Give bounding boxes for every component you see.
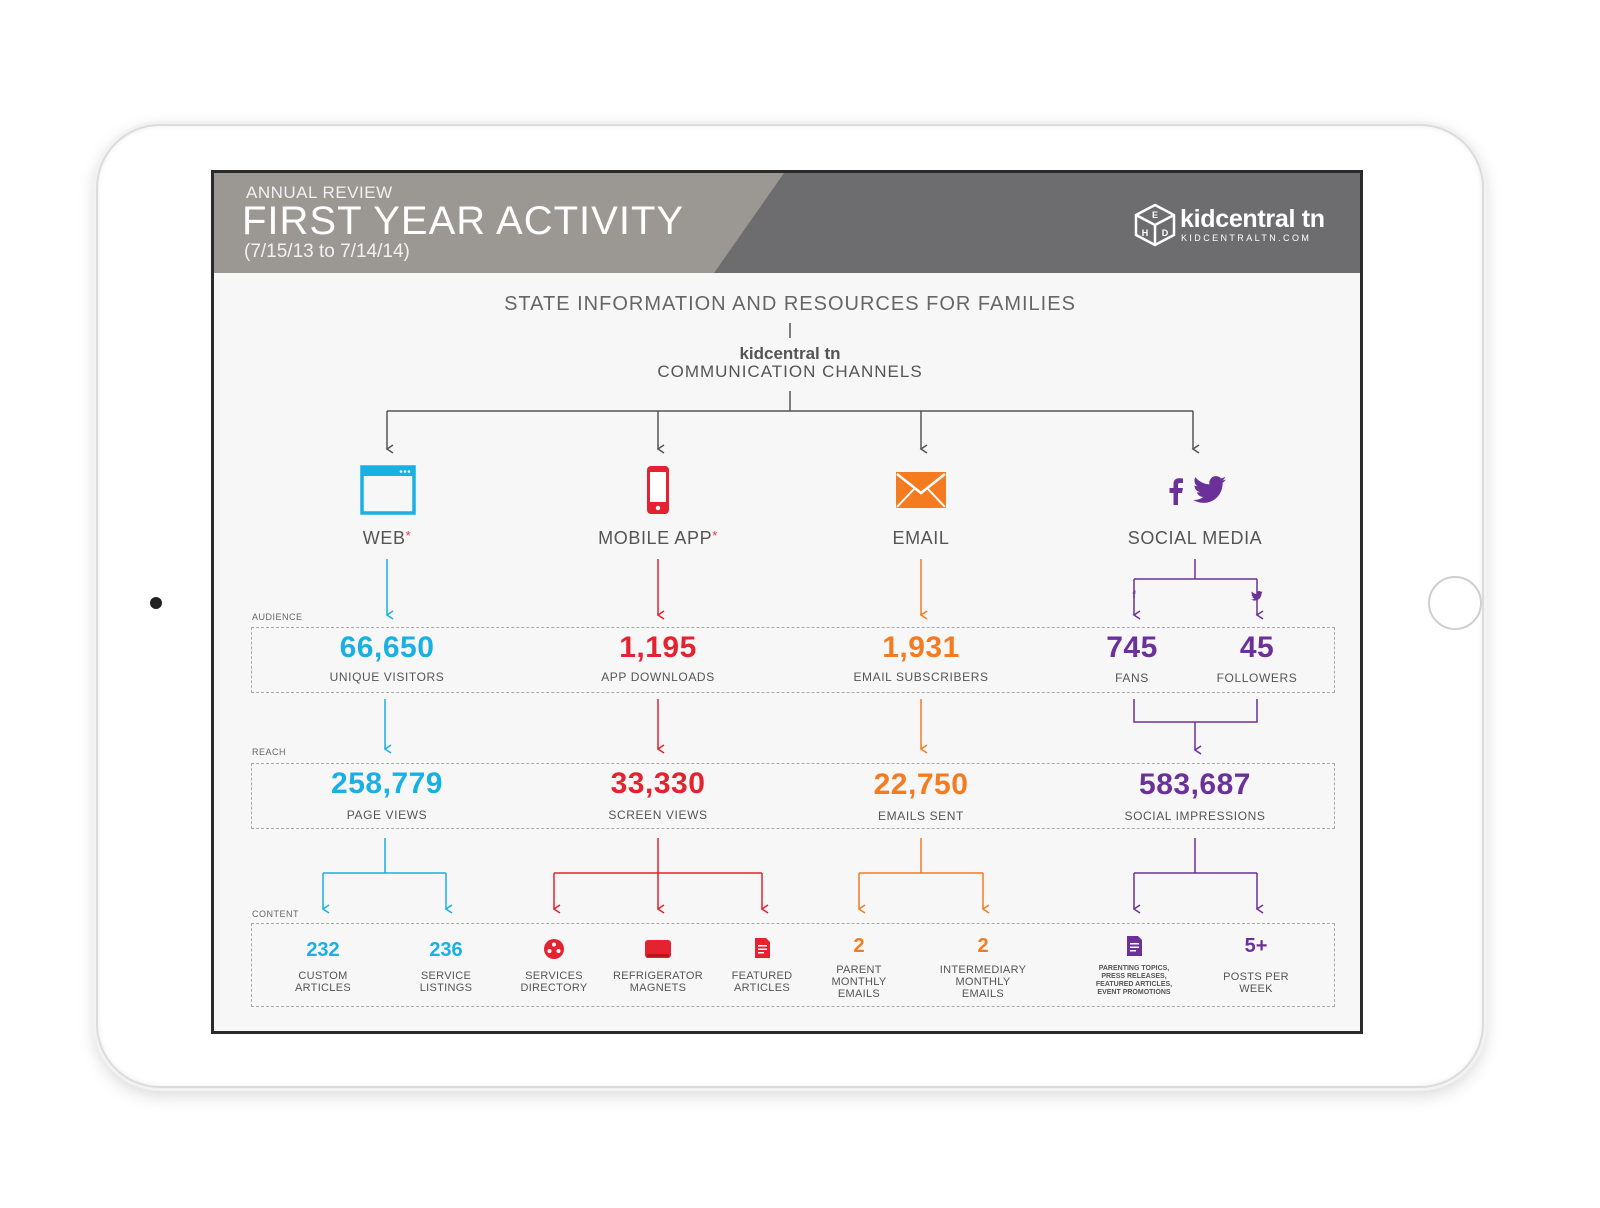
email-content-intermediary-label: INTERMEDIARY MONTHLY EMAILS xyxy=(940,964,1027,1000)
web-content-listings-value: 236 xyxy=(429,939,463,961)
email-audience-label: EMAIL SUBSCRIBERS xyxy=(853,670,989,684)
services-directory-icon xyxy=(544,939,564,959)
channel-label-web: WEB* xyxy=(363,528,411,549)
browser-window-icon xyxy=(360,465,416,515)
label-line: INTERMEDIARY xyxy=(939,964,1027,976)
label-line: ARTICLES xyxy=(295,982,351,994)
document-icon xyxy=(1127,936,1142,956)
social-followers-value: 45 xyxy=(1239,631,1275,664)
mobile-content-magnets-label: REFRIGERATOR MAGNETS xyxy=(613,970,703,994)
email-reach-value: 22,750 xyxy=(873,768,969,801)
svg-text:D: D xyxy=(1162,228,1169,238)
logo-name: kidcentral tn xyxy=(1180,205,1325,233)
social-content-posts-value: 5+ xyxy=(1244,935,1268,957)
web-audience-label: UNIQUE VISITORS xyxy=(329,670,445,684)
label-line: ARTICLES xyxy=(734,982,790,994)
web-reach-value: 258,779 xyxy=(331,767,443,800)
email-content-intermediary-value: 2 xyxy=(977,935,989,957)
channel-web-name: WEB xyxy=(362,528,406,548)
label-line: DIRECTORY xyxy=(520,982,588,994)
channel-label-email: EMAIL xyxy=(892,528,950,548)
mobile-content-directory-label: SERVICES DIRECTORY xyxy=(520,970,587,994)
label-line: FEATURED xyxy=(731,970,793,982)
label-line: MAGNETS xyxy=(629,982,687,994)
brand-name: kidcentral tn xyxy=(739,344,841,363)
channel-mobile-name: MOBILE APP xyxy=(598,528,713,548)
header-accent-panel xyxy=(214,173,784,273)
home-button[interactable] xyxy=(1428,576,1482,630)
web-audience-value: 66,650 xyxy=(339,631,435,664)
smartphone-icon xyxy=(647,466,669,514)
audience-box xyxy=(251,627,1335,693)
reach-box xyxy=(251,763,1335,829)
label-line: EVENT PROMOTIONS xyxy=(1097,989,1171,996)
social-fans-label: FANS xyxy=(1115,671,1149,685)
date-range: (7/15/13 to 7/14/14) xyxy=(244,241,410,262)
label-line: REFRIGERATOR xyxy=(613,970,703,982)
label-line: MONTHLY xyxy=(955,976,1011,988)
label-line: PARENT xyxy=(836,964,882,976)
magnet-icon xyxy=(645,940,671,958)
connector-lines xyxy=(321,323,1264,914)
section-label-audience: AUDIENCE xyxy=(252,612,303,622)
mobile-audience-value: 1,195 xyxy=(619,631,697,664)
label-line: POSTS PER xyxy=(1223,971,1289,983)
state-info-title: STATE INFORMATION AND RESOURCES FOR FAMI… xyxy=(504,293,1076,315)
twitter-icon xyxy=(1193,476,1227,503)
label-line: WEEK xyxy=(1239,983,1273,995)
header-bar: ANNUAL REVIEW FIRST YEAR ACTIVITY (7/15/… xyxy=(214,173,1360,273)
infographic-screen: ANNUAL REVIEW FIRST YEAR ACTIVITY (7/15/… xyxy=(211,170,1363,1034)
mobile-audience-label: APP DOWNLOADS xyxy=(601,670,715,684)
label-line: CUSTOM xyxy=(298,970,348,982)
channel-label-mobile: MOBILE APP* xyxy=(598,528,718,549)
content-box xyxy=(251,923,1335,1007)
cube-logo-icon: E H D xyxy=(1134,203,1176,247)
envelope-icon xyxy=(896,472,946,508)
label-line: FEATURED ARTICLES, xyxy=(1095,981,1173,988)
header-subtitle: ANNUAL REVIEW xyxy=(246,183,393,202)
section-label-reach: REACH xyxy=(252,747,287,757)
label-line: PARENTING TOPICS, xyxy=(1098,965,1170,972)
label-line: LISTINGS xyxy=(419,982,473,994)
social-content-topics-label: PARENTING TOPICS, PRESS RELEASES, FEATUR… xyxy=(1096,965,1172,997)
label-line: EMAILS xyxy=(837,988,881,1000)
asterisk-mobile: * xyxy=(712,528,718,543)
email-content-parent-value: 2 xyxy=(853,935,865,957)
logo-url: KIDCENTRALTN.COM xyxy=(1181,233,1312,243)
mobile-reach-value: 33,330 xyxy=(610,767,706,800)
email-audience-value: 1,931 xyxy=(882,631,960,664)
label-line: PRESS RELEASES, xyxy=(1101,973,1167,980)
brand-logo: E H D kidcentral tn KIDCENTRALTN.COM xyxy=(1134,203,1334,247)
facebook-mini-icon: f xyxy=(1132,590,1136,601)
label-line: SERVICE xyxy=(420,970,472,982)
svg-text:E: E xyxy=(1152,210,1158,220)
channels-title: COMMUNICATION CHANNELS xyxy=(657,362,923,381)
mobile-reach-label: SCREEN VIEWS xyxy=(608,808,708,822)
label-line: EMAILS xyxy=(961,988,1005,1000)
email-reach-label: EMAILS SENT xyxy=(878,809,964,823)
social-reach-label: SOCIAL IMPRESSIONS xyxy=(1124,809,1266,823)
facebook-icon xyxy=(1169,478,1183,505)
web-content-articles-label: CUSTOM ARTICLES xyxy=(295,970,351,994)
social-reach-value: 583,687 xyxy=(1139,768,1251,801)
label-line: SERVICES xyxy=(525,970,583,982)
web-content-articles-value: 232 xyxy=(306,939,340,961)
web-content-listings-label: SERVICE LISTINGS xyxy=(420,970,473,994)
camera-dot xyxy=(150,597,162,609)
asterisk-web: * xyxy=(405,528,412,543)
social-content-posts-label: POSTS PER WEEK xyxy=(1223,971,1289,995)
label-line: MONTHLY xyxy=(831,976,887,988)
channel-label-social: SOCIAL MEDIA xyxy=(1127,528,1263,548)
twitter-mini-icon xyxy=(1251,591,1263,601)
page-title: FIRST YEAR ACTIVITY xyxy=(242,199,685,243)
svg-text:H: H xyxy=(1142,228,1149,238)
section-label-content: CONTENT xyxy=(252,909,299,919)
social-followers-label: FOLLOWERS xyxy=(1216,671,1298,685)
social-fans-value: 745 xyxy=(1106,631,1158,664)
document-icon xyxy=(755,938,770,958)
web-reach-label: PAGE VIEWS xyxy=(346,808,428,822)
email-content-parent-label: PARENT MONTHLY EMAILS xyxy=(831,964,886,1000)
mobile-content-articles-label: FEATURED ARTICLES xyxy=(732,970,793,994)
